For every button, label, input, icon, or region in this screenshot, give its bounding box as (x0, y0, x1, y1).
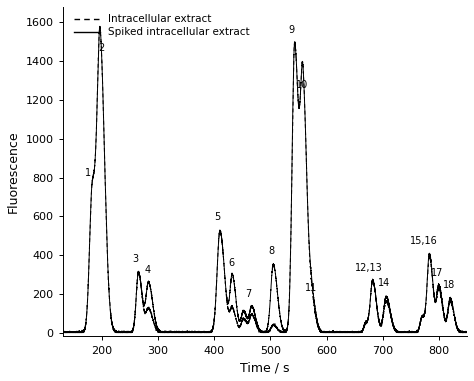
Text: 10: 10 (296, 80, 309, 90)
X-axis label: Time / s: Time / s (240, 361, 290, 374)
Text: 3: 3 (133, 254, 139, 264)
Text: 4: 4 (145, 266, 151, 275)
Text: 1: 1 (85, 168, 91, 178)
Text: 18: 18 (443, 280, 455, 290)
Legend: Intracellular extract, Spiked intracellular extract: Intracellular extract, Spiked intracellu… (72, 12, 252, 40)
Text: 15,16: 15,16 (410, 236, 438, 246)
Text: 2: 2 (98, 43, 105, 53)
Text: 7: 7 (245, 289, 251, 299)
Text: 11: 11 (305, 283, 317, 293)
Text: 17: 17 (431, 268, 444, 278)
Text: 6: 6 (228, 258, 235, 268)
Text: 8: 8 (269, 246, 274, 256)
Text: 9: 9 (289, 25, 295, 35)
Y-axis label: Fluorescence: Fluorescence (7, 130, 20, 213)
Text: 12,13: 12,13 (356, 263, 383, 272)
Text: 5: 5 (215, 213, 221, 223)
Text: 14: 14 (378, 278, 391, 288)
